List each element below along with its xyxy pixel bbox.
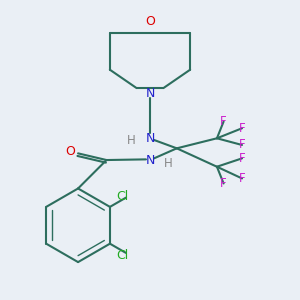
Text: N: N xyxy=(145,87,155,100)
Text: F: F xyxy=(220,177,227,190)
Text: H: H xyxy=(127,134,136,147)
Text: F: F xyxy=(239,122,245,135)
Text: F: F xyxy=(220,115,227,128)
Text: F: F xyxy=(239,139,245,152)
Text: O: O xyxy=(145,15,155,28)
Text: Cl: Cl xyxy=(116,249,129,262)
Text: N: N xyxy=(145,132,155,145)
Text: F: F xyxy=(239,152,245,165)
Text: H: H xyxy=(164,157,173,170)
Text: N: N xyxy=(145,154,155,166)
Text: O: O xyxy=(65,145,75,158)
Text: Cl: Cl xyxy=(116,190,129,202)
Text: F: F xyxy=(239,172,245,185)
